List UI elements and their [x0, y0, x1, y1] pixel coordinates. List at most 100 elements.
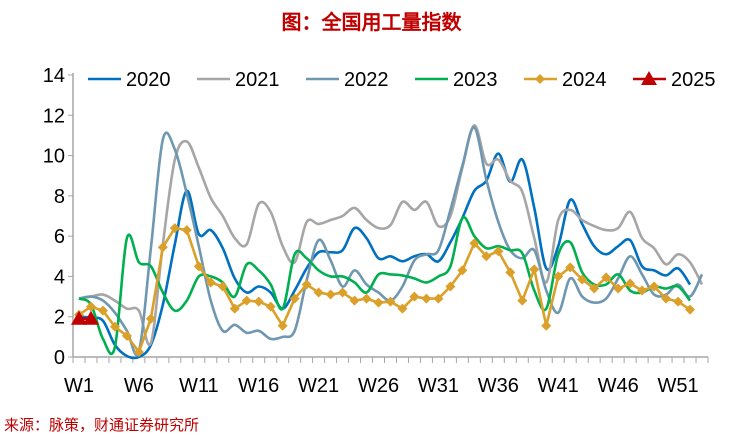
- data-point-2024: [181, 225, 192, 236]
- series-line-2021: [78, 124, 704, 347]
- data-point-2024: [133, 346, 144, 357]
- data-point-2024: [625, 278, 636, 289]
- data-point-2024: [313, 287, 324, 298]
- legend-label: 2020: [126, 69, 171, 91]
- legend-item-2022: 2022: [306, 69, 389, 91]
- legend-label: 2021: [235, 69, 280, 91]
- legend-marker: [535, 74, 545, 84]
- data-point-2024: [517, 295, 528, 306]
- data-point-2024: [349, 295, 360, 306]
- chart-title: 图：全国用工量指数: [281, 10, 462, 34]
- x-tick-label: W1: [64, 375, 94, 397]
- y-tick-label: 2: [54, 307, 65, 329]
- x-tick-label: W11: [179, 375, 219, 397]
- data-point-2024: [493, 246, 504, 257]
- data-point-2024: [529, 264, 540, 275]
- legend-item-2020: 2020: [88, 69, 171, 91]
- data-point-2024: [673, 296, 684, 307]
- legend-item-2025: 2025: [633, 69, 716, 91]
- data-point-2024: [325, 289, 336, 300]
- data-point-2024: [685, 304, 696, 315]
- legend-label: 2024: [562, 69, 607, 91]
- data-point-2024: [469, 238, 480, 249]
- y-tick-label: 4: [54, 266, 65, 288]
- legend-label: 2025: [671, 69, 716, 91]
- data-point-2024: [253, 296, 264, 307]
- series-2021: [78, 124, 704, 347]
- data-point-2024: [373, 297, 384, 308]
- data-point-2024: [613, 283, 624, 294]
- data-point-2024: [97, 305, 108, 316]
- data-point-2024: [505, 267, 516, 278]
- series-2023: [78, 215, 692, 356]
- y-tick-label: 8: [54, 186, 65, 208]
- data-point-2024: [265, 301, 276, 312]
- data-point-2024: [421, 293, 432, 304]
- series-2020: [78, 152, 692, 360]
- data-point-2024: [601, 272, 612, 283]
- data-point-2024: [637, 285, 648, 296]
- data-point-2024: [121, 330, 132, 341]
- x-tick-label: W6: [124, 375, 154, 397]
- data-point-2024: [301, 279, 312, 290]
- data-point-2024: [481, 251, 492, 262]
- series-line-2023: [78, 215, 692, 356]
- axes: 0 2 4 6 8 10 12 14 W1 W6 W11 W16 W21 W26 W31 W36 W41 W46 W…: [43, 65, 709, 397]
- data-point-2024: [193, 261, 204, 272]
- data-point-2024: [433, 293, 444, 304]
- data-point-2024: [577, 274, 588, 285]
- y-tick-label: 0: [54, 347, 65, 369]
- data-point-2024: [589, 283, 600, 294]
- data-point-2024: [169, 223, 180, 234]
- legend-item-2024: 2024: [524, 69, 607, 91]
- y-tick-label: 10: [43, 146, 65, 168]
- data-point-2024: [385, 296, 396, 307]
- x-tick-label: W41: [538, 375, 579, 397]
- series-2025: [70, 310, 99, 325]
- data-point-2025: [82, 310, 99, 325]
- source-note: 来源：脉策，财通证券研究所: [4, 416, 200, 434]
- data-point-2024: [553, 271, 564, 282]
- series-2024: [73, 223, 696, 357]
- data-point-2024: [145, 313, 156, 324]
- y-tick-label: 12: [43, 105, 65, 127]
- x-tick-label: W21: [298, 375, 339, 397]
- series-line-2022: [78, 126, 704, 356]
- y-tick-label: 6: [54, 226, 65, 248]
- data-point-2024: [289, 293, 300, 304]
- series-line-2024: [78, 226, 691, 354]
- x-tick-label: W26: [358, 375, 399, 397]
- data-point-2024: [565, 262, 576, 273]
- data-point-2024: [157, 242, 168, 253]
- data-point-2024: [217, 281, 228, 292]
- legend-label: 2023: [453, 69, 498, 91]
- x-tick-label: W36: [478, 375, 519, 397]
- data-point-2024: [457, 265, 468, 276]
- series-line-2020: [78, 152, 692, 360]
- data-point-2024: [337, 287, 348, 298]
- data-point-2024: [277, 320, 288, 331]
- legend-marker: [641, 71, 657, 85]
- series-lines: [70, 124, 704, 360]
- data-point-2024: [541, 320, 552, 331]
- data-point-2025: [70, 310, 87, 325]
- legend: 2020 2021 2022 2023 2024 2025: [88, 69, 716, 91]
- data-point-2024: [241, 295, 252, 306]
- data-point-2024: [409, 291, 420, 302]
- data-point-2024: [649, 281, 660, 292]
- legend-item-2023: 2023: [415, 69, 498, 91]
- legend-item-2021: 2021: [197, 69, 280, 91]
- data-point-2024: [85, 301, 96, 312]
- data-point-2024: [445, 281, 456, 292]
- legend-label: 2022: [344, 69, 389, 91]
- data-point-2024: [361, 293, 372, 304]
- y-tick-label: 14: [43, 65, 65, 87]
- x-tick-label: W16: [238, 375, 279, 397]
- data-point-2024: [205, 277, 216, 288]
- data-point-2024: [661, 293, 672, 304]
- x-tick-label: W51: [657, 375, 698, 397]
- x-tick-label: W46: [598, 375, 639, 397]
- data-point-2024: [397, 303, 408, 314]
- x-tick-label: W31: [418, 375, 459, 397]
